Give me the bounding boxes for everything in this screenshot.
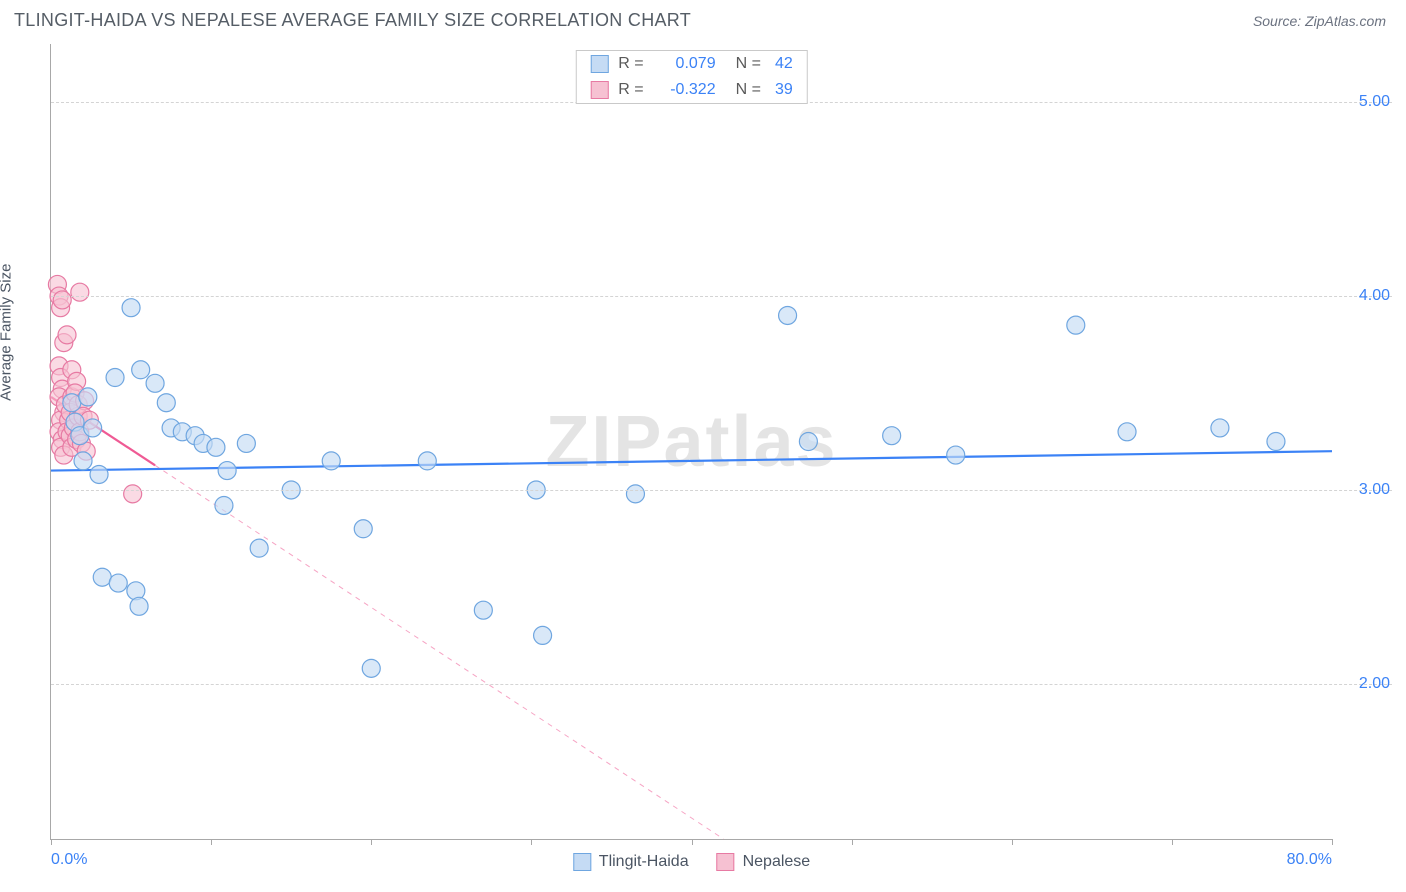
legend-r-label: R =: [618, 81, 643, 99]
legend-row: R = 0.079 N = 42: [576, 51, 806, 77]
x-tick: [371, 839, 372, 845]
legend-swatch: [717, 853, 735, 871]
scatter-point: [218, 462, 236, 480]
series-legend: Tlingit-Haida Nepalese: [573, 853, 810, 871]
scatter-point: [418, 452, 436, 470]
y-tick-label: 4.00: [1359, 287, 1390, 305]
correlation-legend: R = 0.079 N = 42 R = -0.322 N = 39: [575, 50, 807, 104]
scatter-point: [362, 659, 380, 677]
y-axis-label: Average Family Size: [0, 264, 15, 401]
scatter-point: [354, 520, 372, 538]
chart-header: TLINGIT-HAIDA VS NEPALESE AVERAGE FAMILY…: [0, 0, 1406, 39]
x-tick: [211, 839, 212, 845]
scatter-point: [127, 582, 145, 600]
scatter-point: [1118, 423, 1136, 441]
scatter-point: [132, 361, 150, 379]
scatter-point: [106, 369, 124, 387]
gridline: [51, 296, 1392, 297]
gridline: [51, 684, 1392, 685]
legend-n-value: 39: [775, 81, 793, 99]
legend-n-label: N =: [736, 55, 761, 73]
scatter-point: [947, 446, 965, 464]
scatter-point: [215, 496, 233, 514]
scatter-point: [626, 485, 644, 503]
legend-n-value: 42: [775, 55, 793, 73]
scatter-point: [1067, 316, 1085, 334]
y-tick-label: 5.00: [1359, 93, 1390, 111]
scatter-point: [90, 465, 108, 483]
scatter-point: [109, 574, 127, 592]
x-tick-label: 80.0%: [1287, 851, 1332, 869]
scatter-point: [799, 433, 817, 451]
scatter-plot-svg: [51, 44, 1332, 839]
scatter-point: [250, 539, 268, 557]
series-legend-label: Nepalese: [743, 853, 811, 871]
legend-r-label: R =: [618, 55, 643, 73]
scatter-point: [93, 568, 111, 586]
legend-row: R = -0.322 N = 39: [576, 77, 806, 103]
scatter-point: [779, 306, 797, 324]
x-tick: [1012, 839, 1013, 845]
series-legend-item: Nepalese: [717, 853, 811, 871]
scatter-point: [1211, 419, 1229, 437]
scatter-point: [79, 388, 97, 406]
chart-source: Source: ZipAtlas.com: [1253, 13, 1386, 29]
scatter-point: [63, 394, 81, 412]
scatter-point: [53, 291, 71, 309]
scatter-point: [146, 374, 164, 392]
scatter-point: [58, 326, 76, 344]
legend-r-value: -0.322: [658, 81, 716, 99]
scatter-point: [122, 299, 140, 317]
x-tick: [1332, 839, 1333, 845]
series-legend-item: Tlingit-Haida: [573, 853, 689, 871]
scatter-point: [124, 485, 142, 503]
legend-swatch: [590, 55, 608, 73]
x-tick: [692, 839, 693, 845]
scatter-point: [130, 597, 148, 615]
x-tick: [852, 839, 853, 845]
scatter-point: [1267, 433, 1285, 451]
y-tick-label: 3.00: [1359, 481, 1390, 499]
scatter-point: [237, 434, 255, 452]
chart-container: Average Family Size ZIPatlas R =0.079N =…: [14, 44, 1392, 878]
x-tick-label: 0.0%: [51, 851, 87, 869]
series-legend-label: Tlingit-Haida: [599, 853, 689, 871]
scatter-point: [322, 452, 340, 470]
scatter-point: [534, 626, 552, 644]
chart-title: TLINGIT-HAIDA VS NEPALESE AVERAGE FAMILY…: [14, 10, 691, 31]
legend-swatch: [590, 81, 608, 99]
y-tick-label: 2.00: [1359, 675, 1390, 693]
legend-swatch: [573, 853, 591, 871]
plot-area: ZIPatlas R =0.079N =42R =-0.322N =39 Tli…: [50, 44, 1332, 840]
trend-line-solid: [51, 451, 1332, 470]
trend-line-dashed: [155, 465, 723, 839]
x-tick: [1172, 839, 1173, 845]
legend-r-value: 0.079: [658, 55, 716, 73]
scatter-point: [84, 419, 102, 437]
scatter-point: [207, 438, 225, 456]
legend-n-label: N =: [736, 81, 761, 99]
scatter-point: [883, 427, 901, 445]
scatter-point: [74, 452, 92, 470]
x-tick: [51, 839, 52, 845]
x-tick: [531, 839, 532, 845]
scatter-point: [71, 283, 89, 301]
scatter-point: [474, 601, 492, 619]
gridline: [51, 490, 1392, 491]
scatter-point: [157, 394, 175, 412]
